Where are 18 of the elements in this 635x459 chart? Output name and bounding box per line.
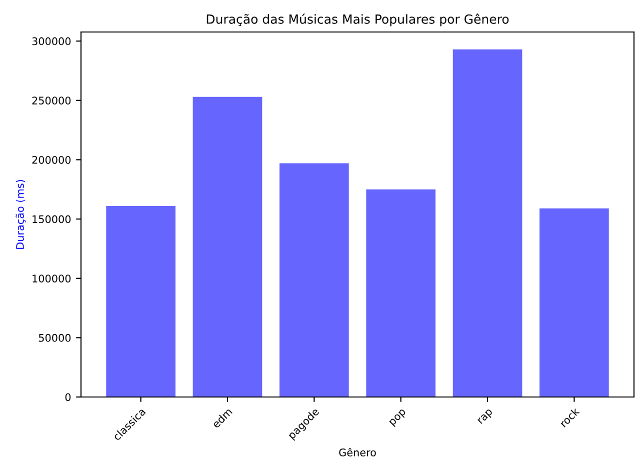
y-tick-label: 250000	[32, 96, 71, 104]
y-tick-label: 150000	[32, 215, 71, 224]
y-tick-label: 100000	[32, 274, 71, 282]
y-tick-label: 200000	[32, 156, 71, 164]
y-axis-title: Duração (ms)	[16, 180, 26, 249]
chart-title: Duração das Músicas Mais Populares por Gênero	[206, 14, 509, 26]
bar	[192, 96, 262, 397]
y-tick-label: 0	[65, 393, 71, 402]
y-tick-label: 50000	[38, 334, 71, 342]
x-axis-title: Gênero	[339, 448, 376, 456]
bar	[366, 189, 436, 397]
bar	[452, 49, 522, 397]
bar	[279, 163, 349, 397]
bar	[106, 206, 176, 397]
x-tick-label: pop	[389, 408, 408, 428]
bar	[540, 208, 609, 397]
x-tick-label: rap	[477, 408, 494, 426]
y-tick-label: 300000	[32, 37, 71, 46]
